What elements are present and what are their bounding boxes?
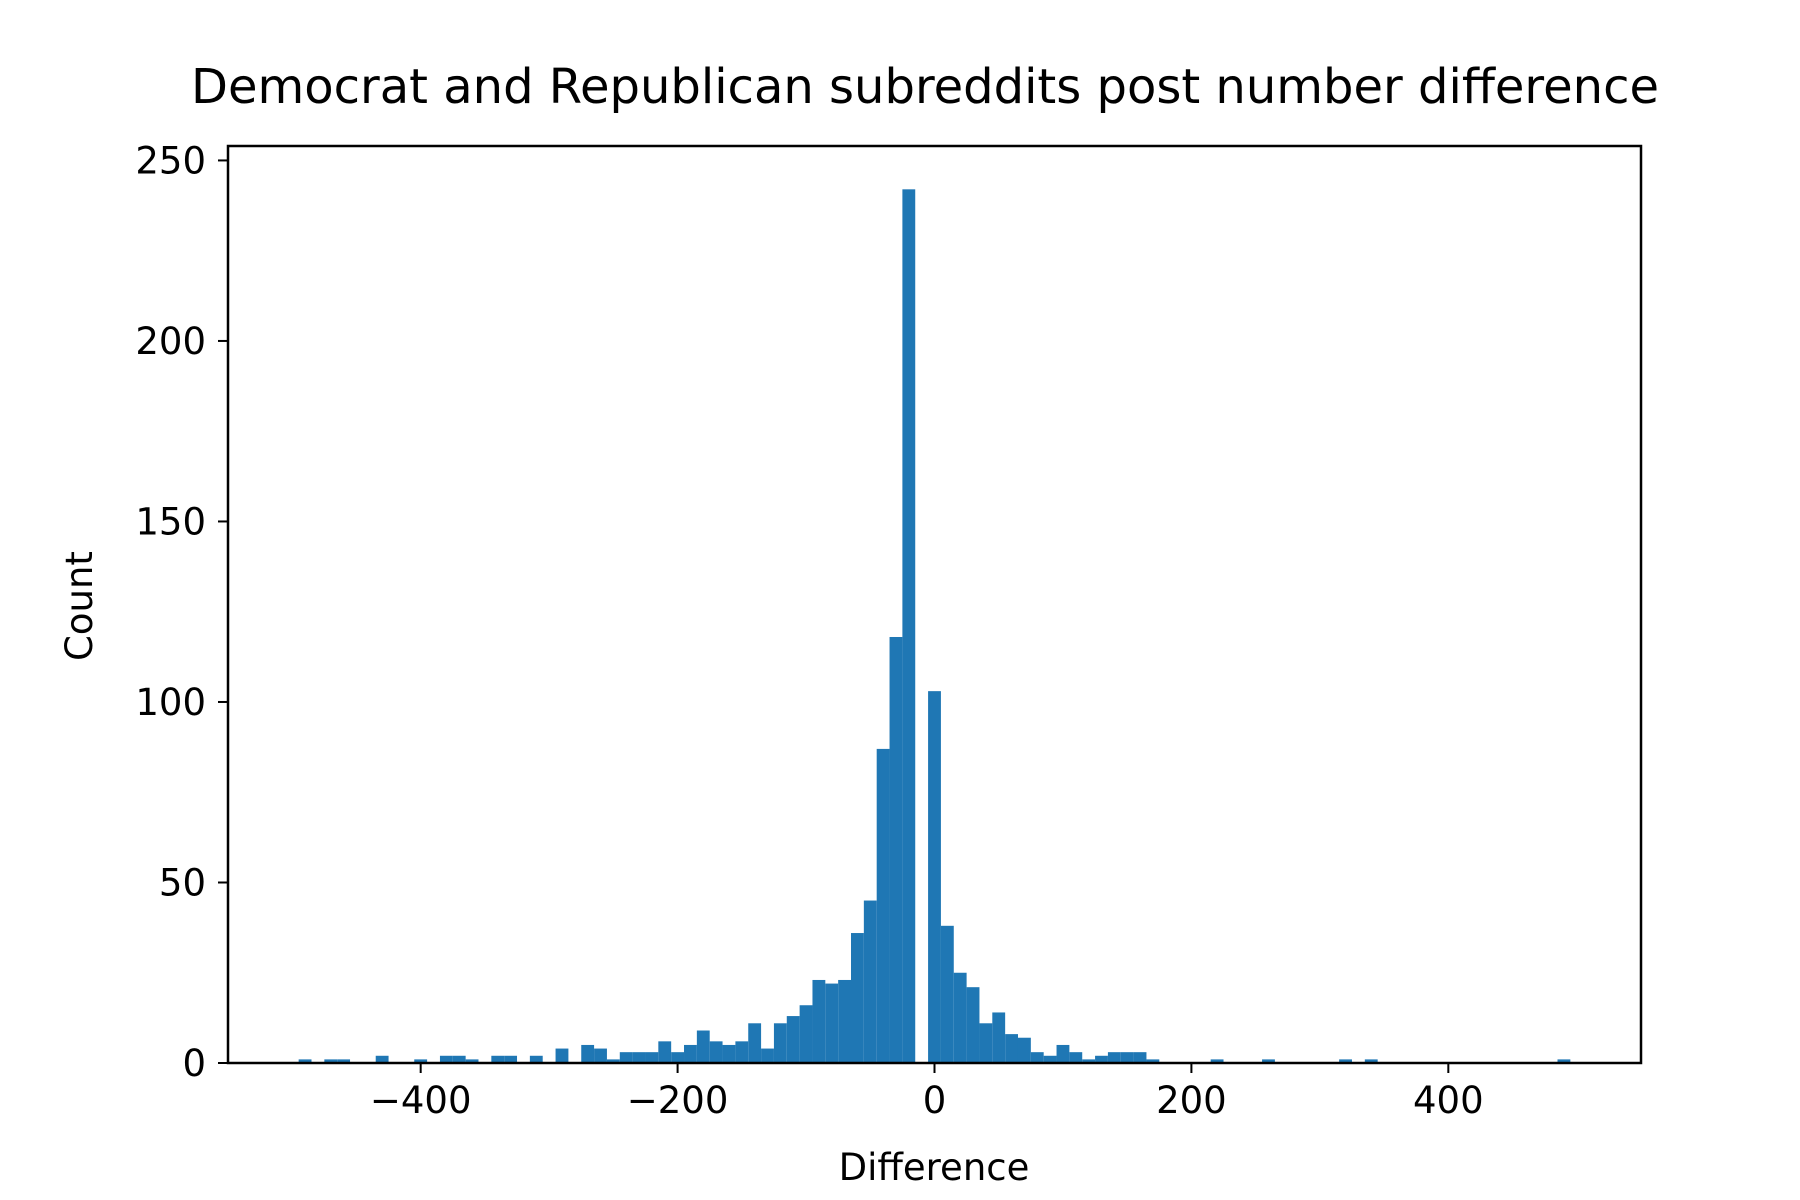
histogram-bar [761, 1048, 774, 1063]
y-tick-label: 0 [182, 1042, 206, 1085]
histogram-bar [1262, 1059, 1275, 1063]
x-tick-label: 400 [1413, 1079, 1484, 1122]
histogram-bar [966, 987, 980, 1063]
histogram-bar [1133, 1052, 1147, 1063]
histogram-bar [889, 636, 903, 1063]
histogram-bar [1146, 1059, 1160, 1063]
histogram-bar [1107, 1052, 1121, 1063]
histogram-bar [1005, 1034, 1018, 1063]
histogram-bar [555, 1048, 569, 1063]
histogram-bar [581, 1044, 595, 1063]
histogram-bar [465, 1059, 479, 1063]
x-tick-label: 200 [1156, 1079, 1227, 1122]
histogram-bar [1120, 1052, 1134, 1063]
histogram-bar [439, 1055, 453, 1063]
x-tick-label: 0 [923, 1079, 947, 1122]
histogram-bar [671, 1052, 685, 1063]
histogram-bar [504, 1055, 518, 1063]
x-axis-label: Difference [839, 1146, 1030, 1189]
histogram-bar [786, 1016, 800, 1063]
histogram-bar [735, 1041, 749, 1063]
histogram-bar [799, 1005, 813, 1063]
histogram-bar [324, 1059, 338, 1063]
histogram-bar [1364, 1059, 1378, 1063]
histogram-bar [709, 1041, 723, 1063]
histogram-bar [1339, 1059, 1352, 1063]
x-tick-label: −200 [627, 1079, 729, 1122]
histogram-bar [452, 1055, 466, 1063]
histogram-bar [838, 979, 852, 1063]
histogram-bar [748, 1023, 762, 1063]
histogram-bar [1056, 1044, 1070, 1063]
histogram-bar [722, 1044, 736, 1063]
chart-title: Democrat and Republican subreddits post … [191, 59, 1659, 115]
histogram-bar [337, 1059, 351, 1063]
histogram-bar [1043, 1055, 1057, 1063]
histogram-bar [491, 1055, 505, 1063]
histogram-bar [414, 1059, 428, 1063]
histogram-bar [773, 1023, 787, 1063]
histogram-bar [1082, 1059, 1096, 1063]
histogram-bar [619, 1052, 633, 1063]
histogram-bar [863, 900, 877, 1063]
y-tick-label: 150 [135, 500, 206, 543]
histogram-bar [696, 1030, 710, 1063]
histogram-bar [1095, 1055, 1108, 1063]
y-tick-label: 250 [135, 139, 206, 182]
histogram-bar [1210, 1059, 1224, 1063]
plot-frame [226, 144, 1643, 1065]
histogram-bar [940, 925, 954, 1063]
histogram-bar [645, 1052, 659, 1063]
histogram-bar [1557, 1059, 1571, 1063]
histogram-bar [928, 691, 941, 1063]
histogram-bar [375, 1055, 389, 1063]
histogram-bar [606, 1059, 620, 1063]
histogram-bar [979, 1023, 993, 1063]
histogram-bar [632, 1052, 646, 1063]
y-tick-label: 200 [135, 320, 206, 363]
x-tick-label: −400 [370, 1079, 472, 1122]
histogram-bar [812, 979, 826, 1063]
histogram-bars [298, 189, 1571, 1064]
histogram-bar [953, 972, 967, 1063]
histogram-bar [658, 1041, 672, 1063]
y-axis-ticks: 0 50 100 150 200 250 [135, 139, 228, 1085]
histogram-bar [1030, 1052, 1044, 1063]
histogram-bar [992, 1012, 1006, 1063]
y-tick-label: 100 [135, 681, 206, 724]
y-axis-label: Count [58, 551, 101, 661]
y-tick-label: 50 [159, 861, 206, 904]
x-axis-ticks: −400 −200 0 200 400 [370, 1063, 1484, 1122]
histogram-bar [594, 1048, 607, 1063]
histogram-bar [684, 1044, 697, 1063]
histogram-bar [876, 748, 890, 1063]
histogram-bar [298, 1059, 312, 1063]
histogram-bar [529, 1055, 543, 1063]
histogram-bar [902, 189, 916, 1064]
histogram-bar [1069, 1052, 1083, 1063]
histogram-bar [825, 983, 839, 1063]
histogram-bar [851, 933, 864, 1063]
histogram-bar [1017, 1037, 1031, 1063]
